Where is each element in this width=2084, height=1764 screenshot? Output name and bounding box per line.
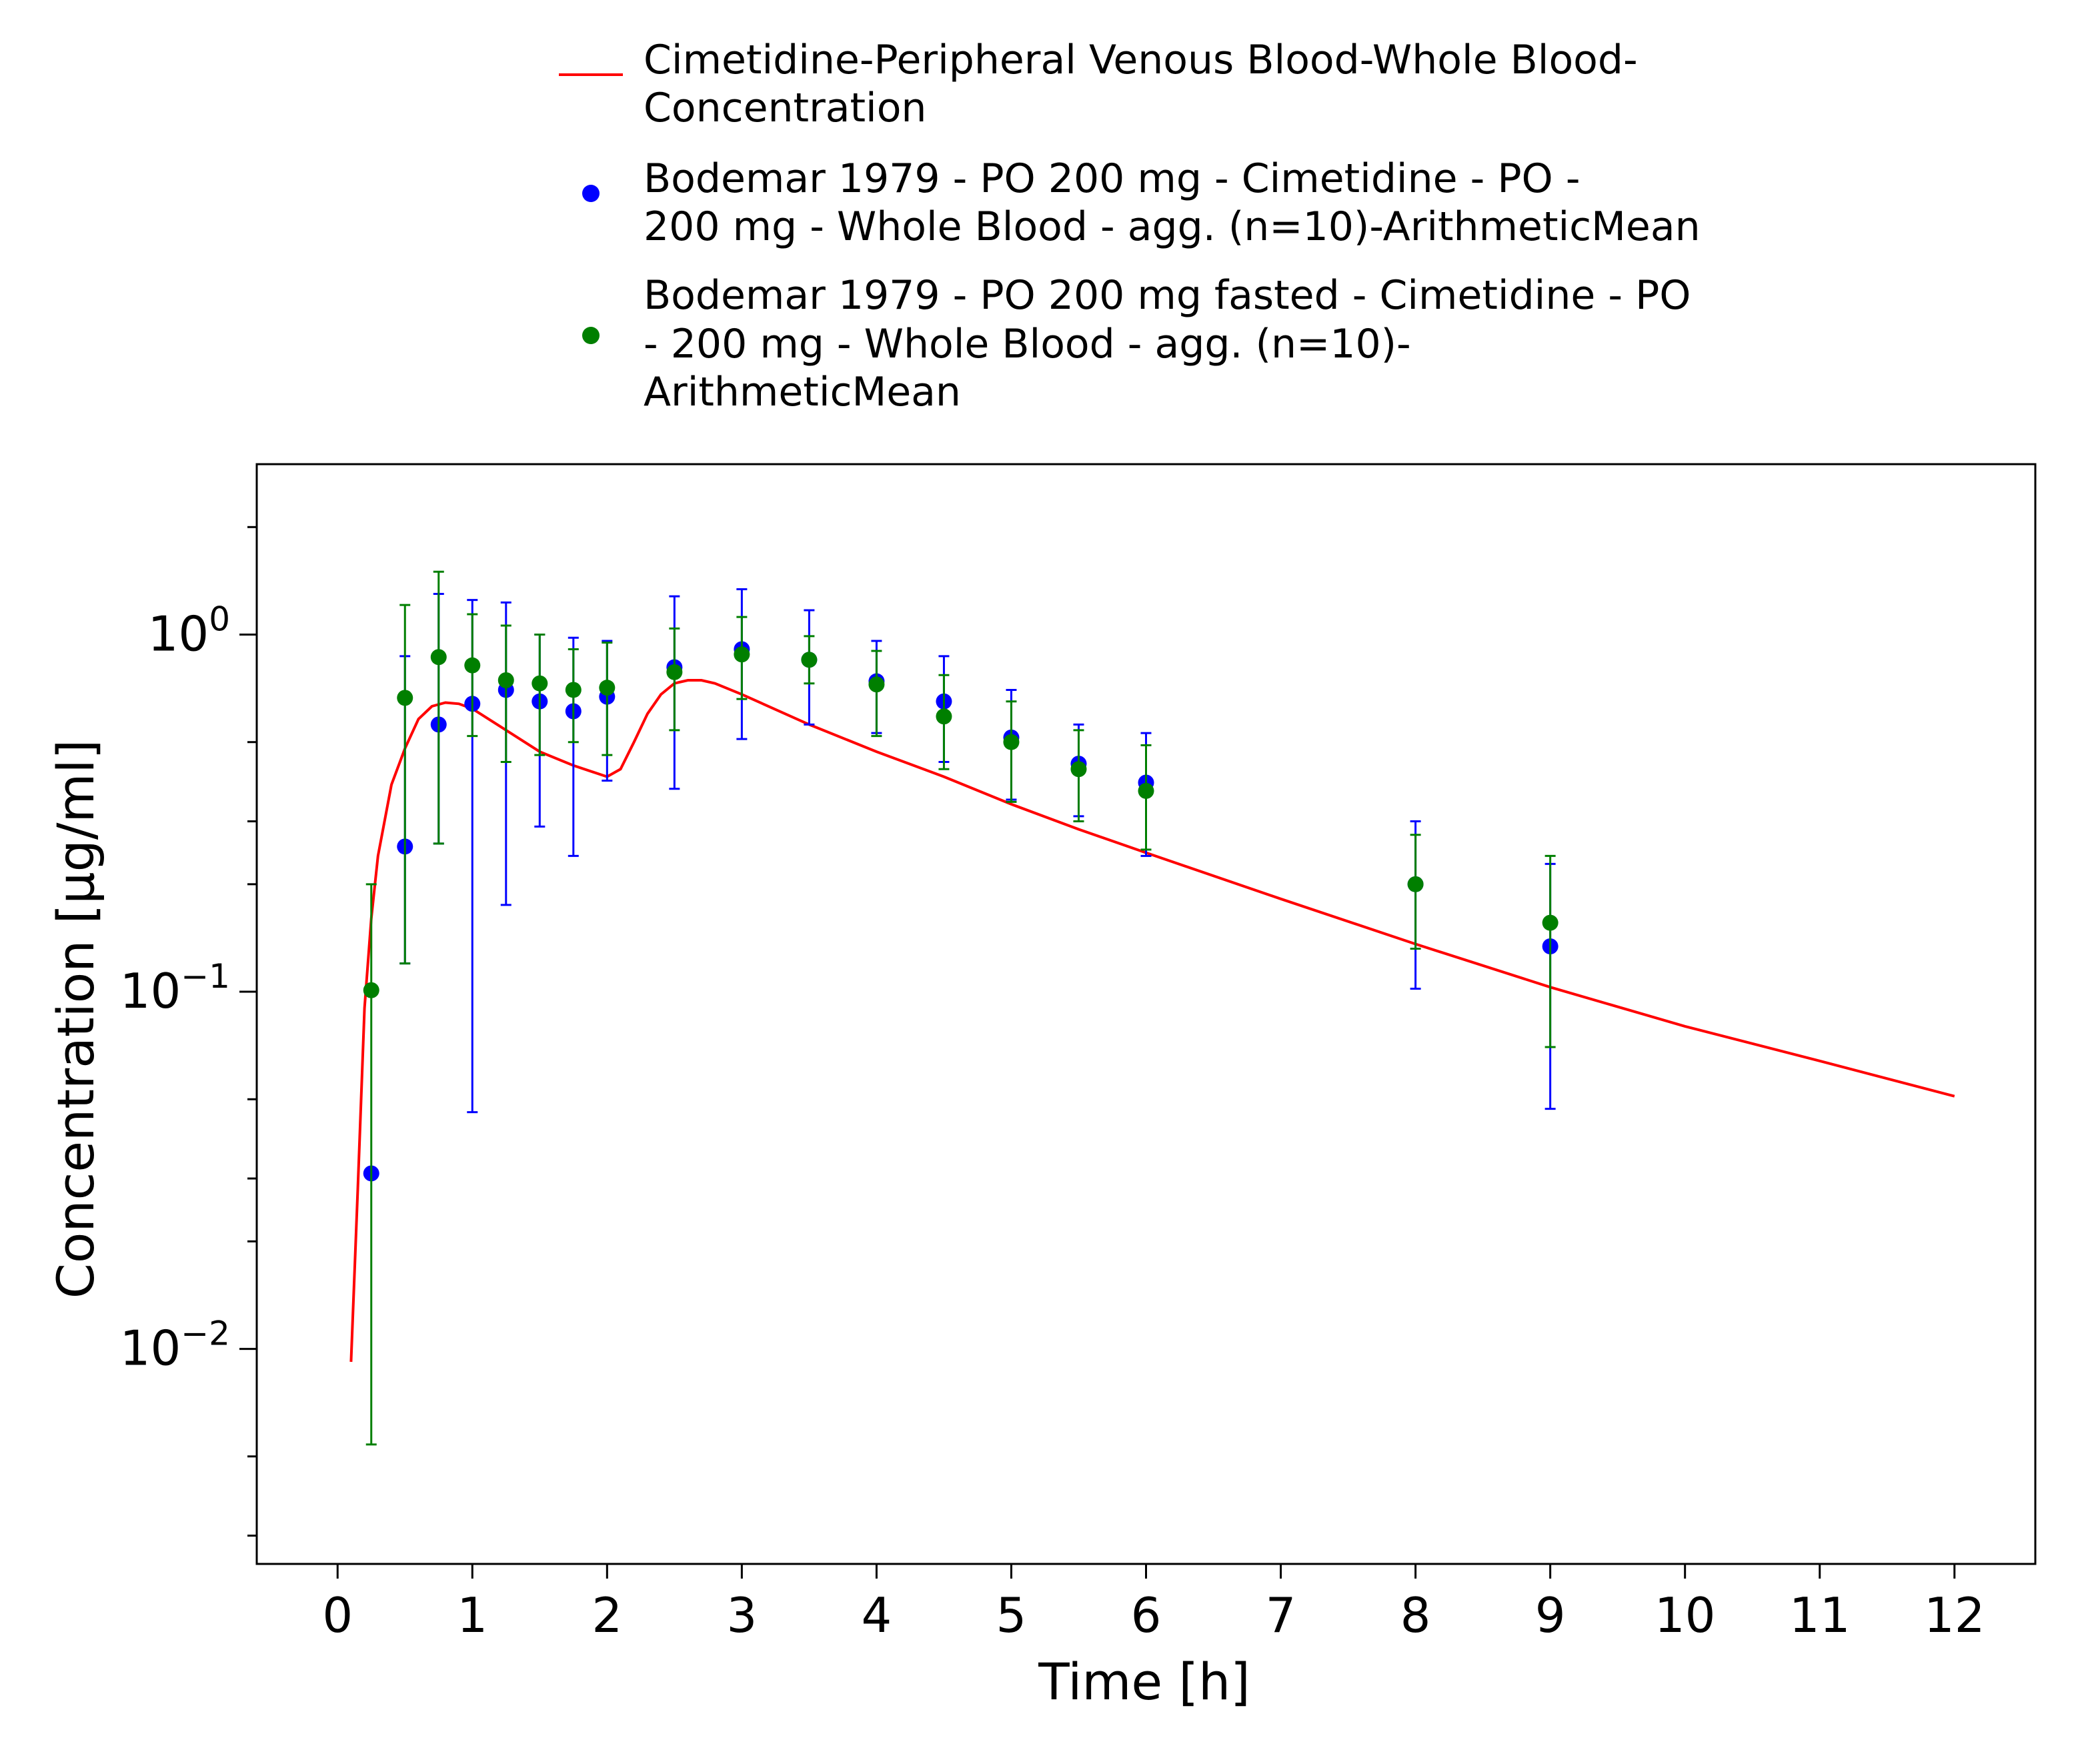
- y-axis-label: Concentration [µg/ml]: [46, 740, 105, 1298]
- y-tick-label: 10−2: [120, 1314, 230, 1377]
- x-tick-label: 11: [1789, 1587, 1851, 1643]
- data-point: [1138, 782, 1154, 799]
- legend-label-series-2-line-2: - 200 mg - Whole Blood - agg. (n=10)-: [644, 321, 1411, 367]
- data-point: [497, 672, 514, 688]
- x-axis-label: Time [h]: [1038, 1652, 1250, 1711]
- y-tick-label-exponent: 0: [209, 600, 230, 639]
- x-tick-label: 12: [1924, 1587, 1985, 1643]
- legend-label-series-1-line-2: 200 mg - Whole Blood - agg. (n=10)-Arith…: [644, 203, 1701, 250]
- y-tick-label-exponent: −1: [181, 957, 230, 996]
- x-tick-label: 0: [322, 1587, 353, 1643]
- data-point: [397, 690, 413, 706]
- x-axis: 0 1 2 3 4 5 6 7 8 9 10 11 12: [322, 1564, 1985, 1643]
- y-tick-label: 10−1: [120, 957, 230, 1019]
- x-tick-label: 2: [592, 1587, 622, 1643]
- x-tick-label: 3: [726, 1587, 757, 1643]
- data-point: [464, 657, 481, 674]
- data-point: [532, 675, 548, 692]
- x-tick-label: 7: [1266, 1587, 1296, 1643]
- legend-marker-series-1: [582, 185, 600, 202]
- x-tick-label: 1: [457, 1587, 487, 1643]
- data-point: [430, 649, 447, 666]
- data-point: [363, 982, 379, 998]
- legend-label-series-2-line-1: Bodemar 1979 - PO 200 mg fasted - Cimeti…: [644, 272, 1691, 319]
- data-point: [565, 682, 582, 698]
- data-point: [734, 646, 750, 663]
- data-point: [936, 708, 952, 725]
- legend-label-series-0-line-1: Cimetidine-Peripheral Venous Blood-Whole…: [644, 37, 1638, 83]
- x-tick-label: 9: [1535, 1587, 1566, 1643]
- legend-marker-series-2: [582, 327, 600, 344]
- x-tick-label: 8: [1400, 1587, 1431, 1643]
- data-point: [1003, 734, 1020, 750]
- x-tick-label: 4: [862, 1587, 892, 1643]
- legend-label-series-0-line-2: Concentration: [644, 85, 926, 131]
- x-tick-label: 5: [996, 1587, 1027, 1643]
- y-tick-label-base: 10: [148, 606, 209, 662]
- data-point: [1542, 914, 1558, 931]
- x-tick-label: 10: [1655, 1587, 1716, 1643]
- observed-series-2: [363, 570, 1558, 1446]
- y-tick-label-exponent: −2: [181, 1314, 230, 1353]
- legend-label-series-1-line-1: Bodemar 1979 - PO 200 mg - Cimetidine - …: [644, 155, 1580, 202]
- data-point: [666, 664, 683, 680]
- data-point: [1070, 761, 1087, 778]
- x-tick-label: 6: [1131, 1587, 1162, 1643]
- y-tick-label: 100: [148, 600, 230, 662]
- y-tick-label-base: 10: [120, 1320, 181, 1377]
- data-point: [801, 652, 818, 668]
- legend-label-series-2-line-3: ArithmeticMean: [644, 369, 961, 415]
- plot-area: [349, 570, 1955, 1446]
- legend: Cimetidine-Peripheral Venous Blood-Whole…: [559, 37, 1701, 415]
- data-point: [599, 680, 616, 696]
- data-point: [1407, 876, 1424, 892]
- y-tick-label-base: 10: [120, 963, 181, 1019]
- data-point: [868, 676, 885, 693]
